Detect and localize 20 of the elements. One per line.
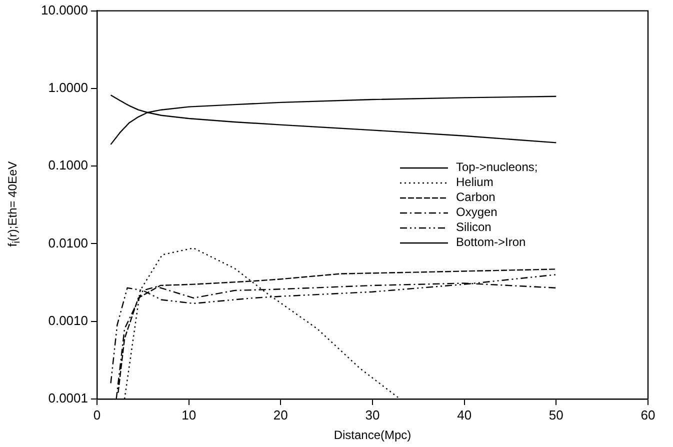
y-tick-label: 0.0100 — [48, 235, 88, 250]
y-tick-label: 0.0010 — [48, 312, 88, 328]
legend-label: Carbon — [456, 190, 496, 205]
legend-label: Oxygen — [456, 205, 498, 220]
x-tick-label: 10 — [182, 407, 196, 422]
legend-label: Silicon — [456, 220, 492, 235]
x-tick-label: 30 — [365, 407, 380, 422]
y-tick-label: 1.0000 — [48, 80, 88, 96]
legend-label: Helium — [456, 175, 494, 190]
legend-label: Bottom->Iron — [456, 235, 526, 250]
x-tick-label: 40 — [457, 407, 472, 422]
x-tick-label: 50 — [548, 407, 564, 422]
x-tick-label: 20 — [273, 407, 288, 422]
x-tick-label: 60 — [640, 407, 656, 422]
y-tick-label: 0.1000 — [48, 158, 88, 173]
x-tick-label: 0 — [93, 407, 101, 422]
x-axis-title: Distance(Mpc) — [334, 428, 412, 442]
y-tick-label: 0.0001 — [48, 390, 88, 406]
y-tick-label: 10.0000 — [41, 2, 88, 18]
legend-label: Top->nucleons; — [456, 160, 538, 175]
